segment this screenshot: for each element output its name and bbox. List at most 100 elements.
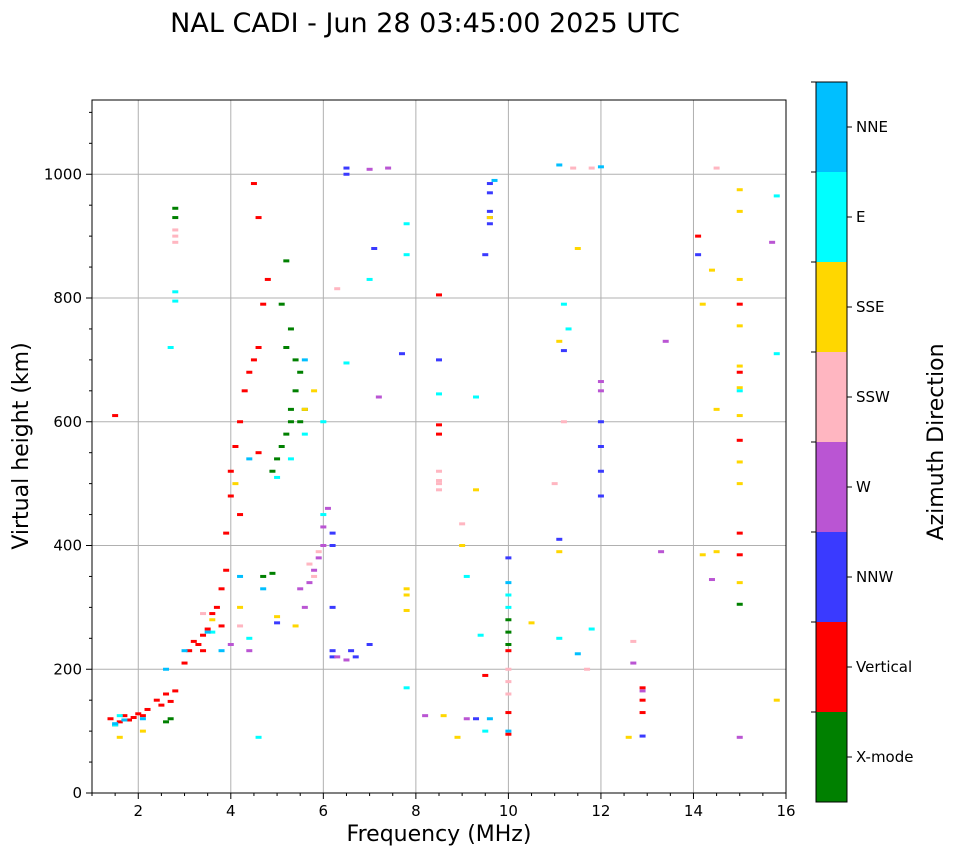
data-point [505, 729, 512, 733]
data-point [769, 240, 776, 244]
data-point [255, 216, 262, 220]
data-point [237, 574, 244, 578]
data-point [200, 633, 207, 637]
y-axis-label: Virtual height (km) [9, 342, 34, 549]
data-point [329, 531, 336, 535]
data-point [736, 302, 743, 306]
colorbar-label-nne: NNE [856, 118, 888, 136]
data-point [486, 222, 493, 226]
colorbar-label-sse: SSE [856, 298, 885, 316]
data-point [736, 389, 743, 393]
data-point [505, 605, 512, 609]
data-point [436, 358, 442, 362]
data-point [172, 299, 179, 303]
data-point [246, 457, 253, 461]
data-point [528, 621, 535, 625]
data-point [209, 612, 216, 616]
data-point [486, 717, 493, 721]
data-point [588, 166, 595, 170]
data-point [144, 707, 151, 711]
data-point [204, 630, 211, 634]
data-point [736, 386, 743, 390]
data-point [107, 717, 114, 721]
data-point [232, 482, 239, 486]
data-point [172, 290, 179, 294]
data-point [306, 562, 313, 566]
data-point [422, 714, 429, 718]
data-point [695, 234, 702, 238]
data-point [736, 324, 743, 328]
data-point [597, 380, 604, 384]
data-point [315, 556, 322, 560]
data-point [713, 166, 720, 170]
data-point [574, 652, 581, 656]
data-point [237, 605, 244, 609]
data-point [329, 605, 336, 609]
colorbar-label-x-mode: X-mode [856, 748, 913, 766]
data-point [315, 550, 322, 554]
data-point [181, 649, 188, 653]
data-point [116, 735, 123, 739]
data-point [287, 327, 294, 331]
colorbar-label-ssw: SSW [856, 388, 890, 406]
data-point [292, 389, 299, 393]
series-w [227, 166, 776, 739]
data-point [556, 537, 563, 541]
data-point [287, 457, 294, 461]
data-point [436, 479, 442, 483]
x-tick-label: 12 [591, 802, 610, 820]
colorbar-frame [815, 81, 848, 803]
data-point [274, 475, 281, 479]
data-point [329, 655, 336, 659]
data-point [301, 605, 308, 609]
data-point [264, 277, 271, 281]
data-point [463, 717, 470, 721]
data-point [625, 735, 632, 739]
data-point [436, 432, 442, 436]
data-point [241, 389, 248, 393]
data-point [556, 339, 563, 343]
data-point [556, 636, 563, 640]
data-point [486, 209, 493, 213]
data-point [403, 593, 410, 597]
data-point [112, 722, 119, 726]
data-point [371, 247, 378, 250]
data-point [403, 686, 410, 690]
data-point [172, 234, 179, 238]
data-point [436, 423, 442, 427]
data-point [311, 574, 318, 578]
data-point [560, 420, 567, 424]
data-point [121, 714, 128, 718]
data-point [736, 370, 743, 374]
data-point [736, 209, 743, 213]
data-point [126, 718, 133, 722]
colorbar-swatch-vertical [816, 622, 847, 713]
data-point [556, 550, 563, 554]
data-point [736, 460, 743, 464]
data-point [237, 420, 244, 424]
y-tick-label: 600 [53, 413, 82, 431]
x-tick-label: 14 [684, 802, 703, 820]
data-point [505, 630, 512, 634]
data-point [505, 667, 512, 671]
data-point [736, 438, 743, 442]
x-tick-label: 8 [411, 802, 421, 820]
data-point [639, 711, 646, 715]
data-point [736, 364, 743, 368]
data-point [560, 349, 567, 353]
data-point [565, 327, 572, 331]
data-point [278, 445, 285, 448]
data-point [584, 667, 591, 671]
data-point [482, 729, 489, 733]
y-tick-label: 800 [53, 289, 82, 307]
data-point [130, 716, 137, 720]
data-point [505, 711, 512, 715]
data-point [403, 253, 410, 257]
data-point [736, 531, 743, 535]
x-tick-label: 2 [133, 802, 143, 820]
data-point [695, 253, 702, 257]
data-point [574, 247, 581, 250]
data-point [491, 178, 498, 182]
data-point [459, 522, 466, 526]
